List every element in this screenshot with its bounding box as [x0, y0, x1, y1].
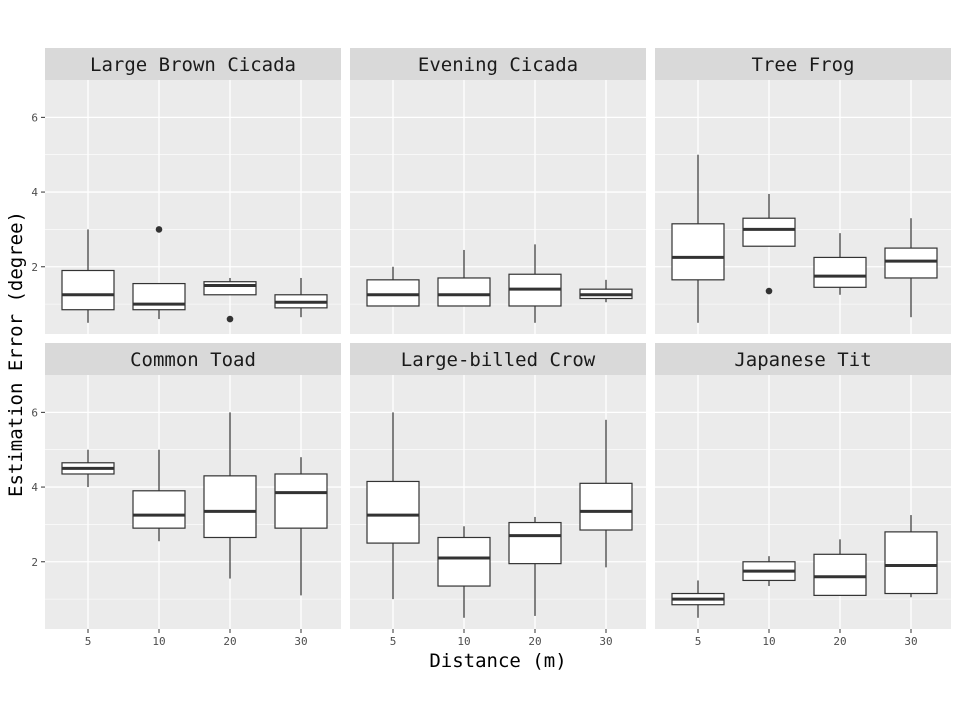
iqr-box — [813, 553, 867, 596]
facet-title: Large-billed Crow — [401, 349, 596, 371]
outlier-point — [155, 226, 163, 233]
box-20 — [508, 244, 562, 323]
iqr-box — [61, 269, 115, 311]
y-tick-label: 6 — [31, 111, 38, 124]
facet-panels: Large Brown Cicada 2 4 6 Evening Cicada Tree … — [31, 48, 951, 648]
facet-panel: Evening Cicada — [350, 48, 646, 334]
facet-title: Common Toad — [130, 349, 256, 371]
facet-strip — [655, 343, 951, 375]
iqr-box — [884, 531, 938, 595]
box-10 — [742, 193, 796, 295]
facet-panel: Common Toad 2 4 6 5 10 20 30 — [31, 343, 341, 648]
iqr-box — [884, 247, 938, 279]
box-30 — [579, 279, 633, 303]
box-5 — [671, 154, 725, 323]
iqr-box — [508, 521, 562, 565]
box-30 — [274, 277, 328, 318]
box-10 — [132, 226, 186, 320]
facet-panel: Large Brown Cicada 2 4 6 — [31, 48, 341, 334]
iqr-box — [437, 536, 491, 587]
facet-strip — [350, 343, 646, 375]
box-30 — [274, 457, 328, 596]
box-5 — [61, 449, 115, 488]
y-axis-title: Estimation Error (degree) — [5, 211, 27, 497]
facet-strip — [655, 48, 951, 80]
iqr-box — [366, 480, 420, 544]
box-5 — [671, 580, 725, 618]
y-tick-label: 2 — [31, 556, 38, 569]
x-tick-label: 20 — [833, 635, 846, 648]
x-tick-label: 30 — [294, 635, 307, 648]
box-10 — [437, 526, 491, 618]
box-20 — [508, 516, 562, 616]
box-20 — [813, 233, 867, 295]
y-tick-label: 4 — [31, 186, 38, 199]
iqr-box — [813, 256, 867, 288]
box-5 — [366, 266, 420, 307]
iqr-box — [579, 482, 633, 531]
outlier-point — [226, 315, 234, 323]
iqr-box — [132, 490, 186, 529]
x-tick-label: 5 — [85, 635, 92, 648]
box-10 — [742, 556, 796, 587]
x-tick-label: 30 — [904, 635, 917, 648]
iqr-box — [203, 475, 257, 539]
box-20 — [813, 539, 867, 596]
iqr-box — [132, 282, 186, 311]
iqr-box — [742, 217, 796, 247]
facet-title: Evening Cicada — [418, 54, 578, 76]
facet-title: Tree Frog — [752, 54, 855, 76]
box-20 — [203, 412, 257, 579]
iqr-box — [437, 277, 491, 307]
x-tick-label: 20 — [528, 635, 541, 648]
y-tick-label: 4 — [31, 481, 38, 494]
box-30 — [579, 419, 633, 568]
facet-title: Japanese Tit — [734, 349, 871, 371]
x-tick-label: 20 — [223, 635, 236, 648]
x-axis-title: Distance (m) — [429, 650, 566, 672]
iqr-box — [671, 223, 725, 281]
facet-strip — [350, 48, 646, 80]
facet-title: Large Brown Cicada — [90, 54, 296, 76]
x-tick-label: 10 — [457, 635, 470, 648]
facet-panel: Japanese Tit 5 10 20 30 — [655, 343, 951, 648]
x-tick-label: 10 — [152, 635, 165, 648]
outlier-point — [765, 287, 773, 295]
facet-panel: Large-billed Crow 5 10 20 30 — [350, 343, 646, 648]
box-30 — [884, 515, 938, 598]
x-tick-label: 5 — [390, 635, 397, 648]
y-tick-label: 6 — [31, 406, 38, 419]
box-10 — [132, 449, 186, 542]
iqr-box — [274, 473, 328, 529]
panel-background — [655, 80, 951, 334]
box-5 — [366, 412, 420, 600]
iqr-box — [203, 281, 257, 296]
box-5 — [61, 229, 115, 323]
iqr-box — [366, 279, 420, 307]
facet-panel: Tree Frog — [655, 48, 951, 334]
box-30 — [884, 218, 938, 318]
box-10 — [437, 249, 491, 307]
facet-strip — [45, 48, 341, 80]
box-20 — [203, 277, 257, 323]
y-tick-label: 2 — [31, 261, 38, 274]
x-tick-label: 30 — [599, 635, 612, 648]
facet-strip — [45, 343, 341, 375]
x-tick-label: 5 — [695, 635, 702, 648]
x-tick-label: 10 — [762, 635, 775, 648]
